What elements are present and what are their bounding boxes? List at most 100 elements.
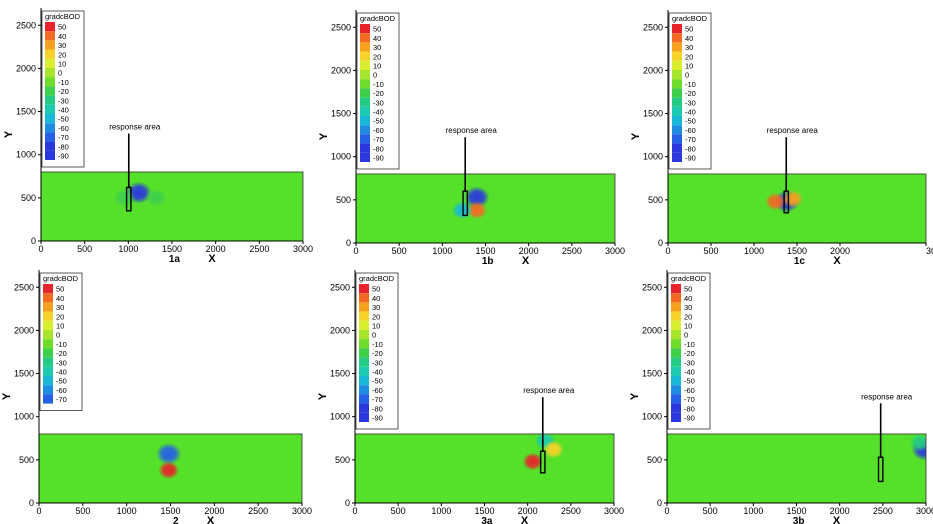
legend-level-label: -80 (372, 404, 383, 413)
legend-swatch (359, 284, 369, 294)
y-tick-label: 0 (346, 238, 351, 248)
legend-level-label: -40 (58, 106, 69, 115)
x-tick-label: 3000 (293, 244, 313, 254)
legend-level-label: 40 (58, 32, 66, 41)
response-area-label: response area (109, 122, 161, 131)
legend-level-label: -10 (373, 80, 384, 89)
y-tick-label: 500 (648, 195, 663, 205)
x-tick-label: 1500 (162, 244, 182, 254)
x-tick-label: 500 (703, 246, 718, 256)
legend-level-label: 50 (58, 23, 66, 32)
legend-swatch (43, 366, 53, 376)
legend-swatch (671, 320, 681, 330)
contour-blob (522, 452, 544, 471)
legend-swatch (45, 95, 55, 105)
y-axis-title: Y (630, 132, 642, 140)
legend-level-label: 40 (684, 294, 692, 303)
response-area-label: response area (861, 392, 913, 401)
legend-swatch (672, 116, 682, 126)
legend-swatch (671, 366, 681, 376)
y-tick-label: 500 (21, 193, 36, 203)
legend-swatch (359, 293, 369, 303)
legend-swatch (45, 40, 55, 50)
legend-swatch (45, 58, 55, 68)
y-tick-label: 1000 (643, 152, 663, 162)
x-tick-label: 3000 (604, 506, 624, 516)
legend-swatch (360, 97, 370, 107)
legend-swatch (45, 86, 55, 96)
x-tick-label: 1500 (787, 246, 807, 256)
contour-blob (543, 440, 564, 459)
legend-level-label: -60 (684, 386, 695, 395)
response-area-label: response area (523, 386, 575, 395)
legend-swatch (671, 284, 681, 294)
legend-level-label: -10 (372, 340, 383, 349)
x-axis-title: X (833, 255, 841, 267)
legend-level-label: -20 (373, 89, 384, 98)
x-tick-label: 0 (352, 506, 357, 516)
contour-blob (765, 192, 786, 211)
x-axis-title: X (207, 515, 215, 524)
legend-swatch (43, 348, 53, 358)
y-tick-label: 2000 (14, 325, 34, 335)
legend-level-label: -50 (684, 377, 695, 386)
legend-level-label: 20 (56, 312, 64, 321)
legend-level-label: 40 (685, 34, 693, 43)
y-tick-label: 1000 (14, 412, 34, 422)
y-tick-label: 2500 (331, 22, 351, 32)
y-tick-label: 1500 (330, 369, 350, 379)
x-tick-label: 0 (665, 246, 670, 256)
legend-swatch (672, 24, 682, 34)
legend-swatch (45, 22, 55, 32)
legend-level-label: 40 (373, 34, 381, 43)
legend-level-label: 20 (372, 312, 380, 321)
x-tick-label: 3000 (916, 506, 933, 516)
x-tick-label: 1000 (118, 244, 138, 254)
legend-level-label: 30 (685, 43, 693, 52)
legend-swatch (45, 132, 55, 142)
y-tick-label: 1000 (642, 412, 662, 422)
legend-swatch (672, 60, 682, 70)
legend-swatch (359, 376, 369, 386)
y-tick-label: 1500 (331, 109, 351, 119)
legend-level-label: 20 (373, 52, 381, 61)
legend-swatch (671, 302, 681, 312)
y-tick-label: 2000 (331, 65, 351, 75)
legend-level-label: 50 (685, 25, 693, 34)
legend-swatch (671, 376, 681, 386)
legend-swatch (672, 125, 682, 135)
legend-title: gradcBOD (45, 12, 81, 21)
legend-level-label: -20 (58, 87, 69, 96)
legend-swatch (359, 366, 369, 376)
legend-swatch (671, 385, 681, 395)
x-tick-label: 2000 (830, 506, 850, 516)
legend-level-label: 50 (56, 285, 64, 294)
legend-level-label: -90 (685, 154, 696, 163)
legend-swatch (43, 293, 53, 303)
legend-level-label: -70 (373, 135, 384, 144)
legend-swatch (672, 88, 682, 98)
legend-level-label: 10 (373, 62, 381, 71)
legend-level-label: -80 (685, 144, 696, 153)
x-tick-label: 2500 (249, 244, 269, 254)
legend-level-label: -10 (58, 78, 69, 87)
legend-swatch (43, 385, 53, 395)
x-tick-label: 2500 (561, 506, 581, 516)
x-tick-label: 1000 (432, 246, 452, 256)
legend-level-label: 0 (372, 331, 376, 340)
panel-label: 2 (173, 516, 179, 524)
x-tick-label: 2000 (206, 244, 226, 254)
legend-swatch (671, 348, 681, 358)
legend-swatch (671, 293, 681, 303)
legend-swatch (43, 357, 53, 367)
y-tick-label: 1500 (642, 369, 662, 379)
x-tick-label: 0 (36, 506, 41, 516)
legend-level-label: -40 (373, 108, 384, 117)
contour-blob (464, 186, 490, 209)
domain-field (668, 173, 926, 243)
legend-swatch (672, 152, 682, 162)
legend-level-label: -70 (684, 395, 695, 404)
y-tick-label: 0 (658, 238, 663, 248)
x-tick-label: 2500 (562, 246, 582, 256)
legend-swatch (360, 125, 370, 135)
